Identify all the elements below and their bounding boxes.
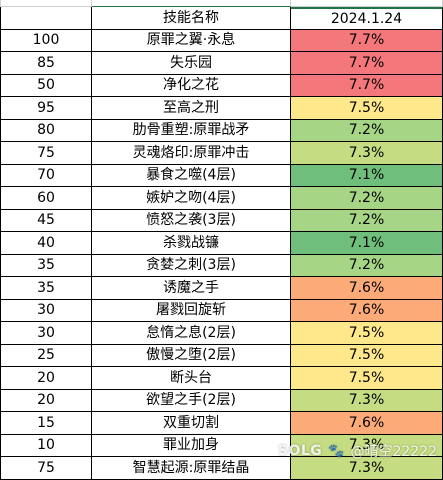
rate-cell[interactable]: 7.1% [291,164,443,187]
level-cell[interactable]: 70 [0,164,92,187]
table-row: 95 至高之刑 7.5% [0,97,443,120]
level-cell[interactable]: 35 [0,254,92,277]
level-cell[interactable]: 75 [0,142,92,165]
rate-cell[interactable]: 7.7% [291,52,443,75]
level-cell[interactable]: 60 [0,187,92,210]
rate-cell[interactable]: 7.2% [291,209,443,232]
skill-name-cell[interactable]: 暴食之噬(4层) [92,164,291,187]
rate-cell[interactable]: 7.7% [291,29,443,52]
level-cell[interactable]: 15 [0,412,92,435]
rate-cell[interactable]: 7.5% [291,344,443,367]
level-cell[interactable]: 50 [0,74,92,97]
rate-cell[interactable]: 7.7% [291,74,443,97]
partial-top-row [0,0,443,7]
skill-name-cell[interactable]: 杀戮战镰 [92,232,291,255]
skill-name-cell[interactable]: 贪婪之刺(3层) [92,254,291,277]
rate-cell[interactable]: 7.5% [291,367,443,390]
level-cell[interactable]: 30 [0,322,92,345]
level-cell[interactable]: 40 [0,232,92,255]
table-row: 35 贪婪之刺(3层) 7.2% [0,254,443,277]
skill-name-cell[interactable]: 罪业加身 [92,434,291,457]
table-row: 80 肋骨重塑:原罪战矛 7.2% [0,119,443,142]
rate-cell[interactable]: 7.3% [291,142,443,165]
skill-name-cell[interactable]: 怠惰之息(2层) [92,322,291,345]
level-cell[interactable]: 30 [0,299,92,322]
level-cell[interactable]: 25 [0,344,92,367]
skill-name-cell[interactable]: 欲望之手(2层) [92,389,291,412]
table-row: 50 净化之花 7.7% [0,74,443,97]
skill-name-cell[interactable]: 双重切割 [92,412,291,435]
rate-cell[interactable]: 7.5% [291,322,443,345]
table-row: 30 屠戮回旋斩 7.6% [0,299,443,322]
skill-name-cell[interactable]: 嫉妒之吻(4层) [92,187,291,210]
skill-name-cell[interactable]: 失乐园 [92,52,291,75]
cell[interactable] [92,0,291,7]
table-row: 85 失乐园 7.7% [0,52,443,75]
level-cell[interactable]: 20 [0,389,92,412]
rate-cell[interactable]: 7.6% [291,299,443,322]
skill-name-cell[interactable]: 屠戮回旋斩 [92,299,291,322]
level-cell[interactable]: 85 [0,52,92,75]
skill-name-cell[interactable]: 至高之刑 [92,97,291,120]
table-row: 10 罪业加身 7.3% [0,434,443,457]
rate-cell[interactable]: 7.2% [291,187,443,210]
cell[interactable] [291,0,443,7]
table-row: 30 怠惰之息(2层) 7.5% [0,322,443,345]
table-row: 100 原罪之翼·永息 7.7% [0,29,443,52]
table-row: 35 诱魔之手 7.6% [0,277,443,300]
skill-name-cell[interactable]: 原罪之翼·永息 [92,29,291,52]
rate-cell[interactable]: 7.2% [291,254,443,277]
table-row: 15 双重切割 7.6% [0,412,443,435]
skill-name-cell[interactable]: 诱魔之手 [92,277,291,300]
level-cell[interactable]: 100 [0,29,92,52]
skill-name-cell[interactable]: 断头台 [92,367,291,390]
table-row: 20 断头台 7.5% [0,367,443,390]
table-row: 40 杀戮战镰 7.1% [0,232,443,255]
table-row: 70 暴食之噬(4层) 7.1% [0,164,443,187]
level-cell[interactable]: 45 [0,209,92,232]
table-row: 20 欲望之手(2层) 7.3% [0,389,443,412]
cell[interactable] [0,0,92,7]
rate-cell[interactable]: 7.3% [291,434,443,457]
skill-name-cell[interactable]: 肋骨重塑:原罪战矛 [92,119,291,142]
skill-name-cell[interactable]: 灵魂烙印:原罪冲击 [92,142,291,165]
rate-cell[interactable]: 7.5% [291,97,443,120]
level-cell[interactable]: 20 [0,367,92,390]
rate-cell[interactable]: 7.1% [291,232,443,255]
rate-cell[interactable]: 7.3% [291,457,443,480]
header-cell-date[interactable]: 2024.1.24 [291,7,443,30]
level-cell[interactable]: 75 [0,457,92,480]
skill-name-cell[interactable]: 愤怒之袭(3层) [92,209,291,232]
rate-cell[interactable]: 7.6% [291,277,443,300]
level-cell[interactable]: 95 [0,97,92,120]
table-row: 75 灵魂烙印:原罪冲击 7.3% [0,142,443,165]
header-cell-skill-name[interactable]: 技能名称 [92,7,291,30]
rate-cell[interactable]: 7.6% [291,412,443,435]
table-row: 75 智慧起源:原罪结晶 7.3% [0,457,443,480]
table-row: 45 愤怒之袭(3层) 7.2% [0,209,443,232]
skill-name-cell[interactable]: 净化之花 [92,74,291,97]
level-cell[interactable]: 80 [0,119,92,142]
table-row: 25 傲慢之堕(2层) 7.5% [0,344,443,367]
rate-cell[interactable]: 7.3% [291,389,443,412]
skill-name-cell[interactable]: 智慧起源:原罪结晶 [92,457,291,480]
level-cell[interactable]: 35 [0,277,92,300]
header-cell-level[interactable] [0,7,92,30]
header-row: 技能名称 2024.1.24 [0,7,443,30]
table-row: 60 嫉妒之吻(4层) 7.2% [0,187,443,210]
skill-name-cell[interactable]: 傲慢之堕(2层) [92,344,291,367]
level-cell[interactable]: 10 [0,434,92,457]
rate-cell[interactable]: 7.2% [291,119,443,142]
